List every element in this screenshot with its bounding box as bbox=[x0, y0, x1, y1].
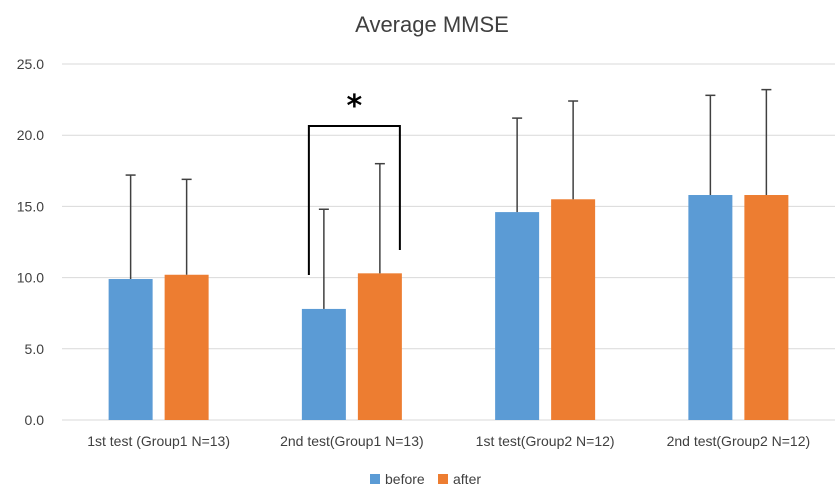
bar-after bbox=[551, 199, 596, 420]
chart-title: Average MMSE bbox=[355, 12, 509, 37]
legend: before after bbox=[370, 471, 481, 487]
significance-bracket bbox=[307, 125, 401, 275]
bars bbox=[108, 195, 789, 420]
y-tick-label: 5.0 bbox=[25, 341, 45, 357]
significance-marker: * bbox=[347, 89, 363, 124]
x-category-label: 1st test(Group2 N=12) bbox=[476, 433, 615, 449]
bar-before bbox=[688, 195, 733, 420]
error-bars bbox=[125, 88, 772, 309]
bar-after bbox=[357, 273, 402, 420]
y-axis-ticks: 0.0 5.0 10.0 15.0 20.0 25.0 bbox=[17, 56, 44, 428]
legend-label: after bbox=[453, 471, 481, 487]
significance-annotation: * bbox=[307, 89, 401, 275]
legend-label: before bbox=[385, 471, 425, 487]
y-tick-label: 10.0 bbox=[17, 270, 44, 286]
bar-before bbox=[495, 212, 540, 420]
y-tick-label: 0.0 bbox=[25, 412, 45, 428]
bar-before bbox=[108, 279, 153, 420]
x-axis-categories: 1st test (Group1 N=13) 2nd test(Group1 N=… bbox=[87, 433, 810, 449]
legend-swatch-after bbox=[438, 474, 448, 484]
legend-swatch-before bbox=[370, 474, 380, 484]
bar-before bbox=[301, 308, 346, 420]
bar-after bbox=[164, 274, 209, 420]
y-tick-label: 15.0 bbox=[17, 198, 44, 214]
x-category-label: 2nd test(Group1 N=13) bbox=[280, 433, 424, 449]
x-category-label: 1st test (Group1 N=13) bbox=[87, 433, 230, 449]
y-tick-label: 20.0 bbox=[17, 127, 44, 143]
bar-after bbox=[744, 195, 789, 420]
y-tick-label: 25.0 bbox=[17, 56, 44, 72]
x-category-label: 2nd test(Group2 N=12) bbox=[667, 433, 811, 449]
